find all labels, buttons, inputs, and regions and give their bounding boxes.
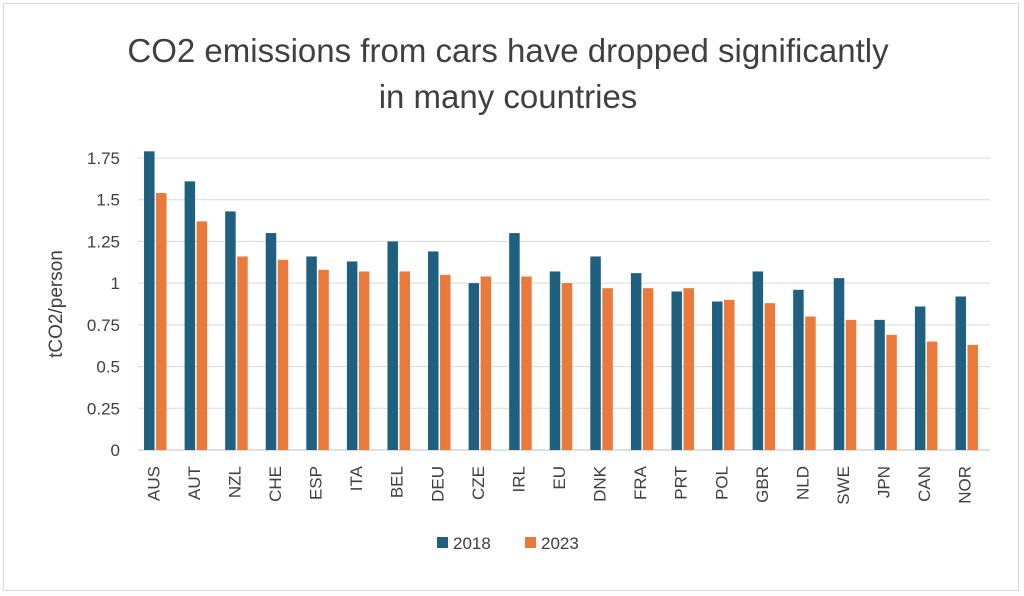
- y-tick-label: 0: [111, 441, 120, 460]
- y-tick-label: 1: [111, 274, 120, 293]
- bar-2023-pol: [724, 299, 735, 450]
- x-tick-label: JPN: [875, 466, 894, 498]
- x-tick-label: PRT: [672, 466, 691, 500]
- bar-2023-aut: [196, 221, 208, 450]
- bar-2018-aut: [184, 181, 196, 451]
- legend-swatch-2018: [437, 537, 448, 548]
- x-tick-label: SWE: [834, 466, 853, 505]
- bar-2023-jpn: [886, 334, 897, 450]
- x-tick-label: NOR: [956, 466, 975, 504]
- x-tick-label: ITA: [347, 465, 366, 491]
- legend-label-2018: 2018: [453, 534, 491, 553]
- x-tick-label: CHE: [266, 466, 285, 502]
- y-tick-label: 1.25: [87, 232, 120, 251]
- bar-2018-aus: [144, 151, 155, 450]
- bar-2018-nor: [955, 296, 966, 450]
- y-axis-tick-labels: 0 0.25 0.5 0.75 1 1.25 1.5 1.75: [87, 149, 120, 460]
- chart-title: CO2 emissions from cars have dropped sig…: [0, 28, 1016, 120]
- bar-2023-cze: [480, 276, 492, 450]
- x-tick-label: AUT: [185, 466, 204, 500]
- bar-2018-che: [265, 233, 277, 450]
- x-tick-label: AUS: [144, 466, 163, 501]
- bar-2023-esp: [318, 269, 329, 450]
- bar-2023-che: [277, 259, 289, 450]
- bar-2023-nld: [805, 316, 816, 450]
- bar-2023-aus: [156, 193, 167, 451]
- bar-2018-can: [914, 306, 926, 450]
- x-tick-label: CAN: [915, 466, 934, 502]
- legend: 2018 2023: [437, 534, 579, 553]
- x-tick-label: DNK: [591, 465, 610, 502]
- y-tick-label: 0.75: [87, 316, 120, 335]
- bar-2018-nzl: [225, 211, 236, 450]
- bar-2023-bel: [399, 271, 410, 450]
- y-tick-label: 0.5: [96, 358, 120, 377]
- bar-2018-dnk: [590, 256, 601, 450]
- bar-2023-irl: [521, 276, 532, 450]
- bar-2023-deu: [440, 274, 451, 450]
- bar-2018-swe: [833, 278, 845, 450]
- x-tick-label: GBR: [753, 466, 772, 503]
- bar-2018-nld: [793, 289, 804, 450]
- bar-2023-ita: [358, 271, 370, 450]
- bar-2018-prt: [671, 291, 682, 450]
- x-tick-label: NZL: [225, 466, 244, 498]
- bar-2018-fra: [630, 273, 642, 450]
- bar-2018-ita: [346, 261, 358, 450]
- bar-2023-fra: [642, 288, 654, 450]
- legend-label-2023: 2023: [541, 534, 579, 553]
- x-tick-label: EU: [550, 466, 569, 490]
- x-tick-label: NLD: [793, 466, 812, 500]
- bar-2023-nor: [967, 344, 978, 450]
- y-axis-title: tCO2/person: [46, 250, 67, 358]
- x-axis-tick-labels: AUS AUT NZL CHE ESP ITA BEL DEU CZE IRL EU DNK FRA PR…: [144, 465, 974, 504]
- bar-2023-prt: [683, 288, 694, 450]
- y-tick-label: 1.75: [87, 149, 120, 168]
- y-tick-label: 1.5: [96, 191, 120, 210]
- bar-2018-irl: [509, 233, 520, 450]
- bar-2018-pol: [712, 301, 723, 450]
- x-tick-label: FRA: [631, 465, 650, 500]
- bar-2018-eu: [549, 271, 561, 450]
- x-tick-label: POL: [712, 466, 731, 500]
- x-tick-label: ESP: [307, 466, 326, 500]
- bar-2018-gbr: [752, 271, 764, 450]
- bar-2023-can: [926, 341, 938, 450]
- bar-2023-eu: [561, 283, 573, 450]
- legend-swatch-2023: [525, 537, 536, 548]
- y-tick-label: 0.25: [87, 399, 120, 418]
- x-tick-label: CZE: [469, 466, 488, 500]
- x-tick-label: BEL: [388, 466, 407, 498]
- bar-2018-esp: [306, 256, 317, 450]
- chart-title-line-1: CO2 emissions from cars have dropped sig…: [127, 32, 889, 69]
- chart-title-line-2: in many countries: [378, 78, 638, 115]
- bar-2018-cze: [468, 283, 480, 450]
- x-tick-label: DEU: [428, 466, 447, 502]
- bar-2023-gbr: [764, 303, 776, 450]
- bar-2018-jpn: [874, 319, 885, 450]
- x-tick-label: IRL: [509, 466, 528, 492]
- bar-2023-swe: [845, 319, 857, 450]
- bar-2023-nzl: [237, 256, 248, 450]
- bar-2018-bel: [387, 241, 398, 450]
- bar-2018-deu: [428, 251, 439, 450]
- bars: [144, 151, 978, 451]
- bar-2023-dnk: [602, 288, 613, 450]
